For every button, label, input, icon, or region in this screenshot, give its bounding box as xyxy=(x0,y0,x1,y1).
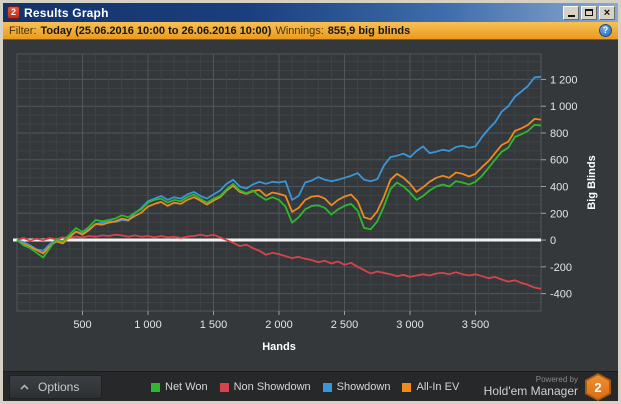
winnings-label: Winnings: xyxy=(275,24,324,37)
legend-swatch-icon xyxy=(402,382,412,392)
y-tick-label: -400 xyxy=(550,289,572,301)
legend-label: Net Won xyxy=(165,381,208,393)
x-axis-title: Hands xyxy=(262,341,296,353)
filter-bar: Filter: Today (25.06.2016 10:00 to 26.06… xyxy=(3,22,618,40)
series-net-won-line xyxy=(16,124,542,259)
x-tick-label: 2 500 xyxy=(331,319,359,331)
maximize-icon xyxy=(585,9,593,16)
winnings-value: 855,9 big blinds xyxy=(327,24,411,37)
powered-by-label: Powered by xyxy=(535,375,578,384)
x-tick-label: 2 000 xyxy=(265,319,293,331)
y-tick-label: -200 xyxy=(550,262,572,274)
legend-swatch-icon xyxy=(151,382,160,392)
filter-value: Today (25.06.2016 10:00 to 26.06.2016 10… xyxy=(40,24,272,37)
x-tick-label: 1 000 xyxy=(134,319,162,331)
series-all-in-ev-line xyxy=(16,118,542,255)
y-tick-label: 800 xyxy=(550,128,568,140)
y-axis-title: Big Blinds xyxy=(586,155,598,209)
y-tick-label: 200 xyxy=(550,208,568,220)
y-tick-label: 1 200 xyxy=(550,74,578,86)
app-icon: 2 xyxy=(7,6,20,19)
chart-legend: Net Won Non Showdown Showdown All-In EV xyxy=(151,372,459,401)
x-tick-label: 1 500 xyxy=(200,319,228,331)
brand-text: Powered by Hold'em Manager xyxy=(483,375,578,398)
brand-name: Hold'em Manager xyxy=(483,383,578,398)
legend-label: Non Showdown xyxy=(233,381,311,393)
legend-swatch-icon xyxy=(322,382,332,392)
results-graph-chart: -400 -200 0 200 400 600 800 1 000 1 200 500 1 000 1… xyxy=(3,40,618,371)
series-non-showdown-line xyxy=(16,233,542,290)
title-bar[interactable]: 2 Results Graph × xyxy=(3,3,618,22)
legend-item-showdown[interactable]: Showdown xyxy=(322,381,391,393)
chart-canvas: -400 -200 0 200 400 600 800 1 000 1 200 500 1 000 1… xyxy=(13,53,598,353)
legend-label: All-In EV xyxy=(416,381,460,393)
close-icon: × xyxy=(603,6,611,19)
y-tick-label: 0 xyxy=(550,235,556,247)
brand-block: Powered by Hold'em Manager 2 xyxy=(483,372,611,401)
window-controls: × xyxy=(563,5,615,20)
minimize-icon xyxy=(567,15,575,17)
hm2-logo-icon: 2 xyxy=(585,373,611,401)
legend-label: Showdown xyxy=(336,381,391,393)
legend-item-net-won[interactable]: Net Won xyxy=(151,381,208,393)
window-title: Results Graph xyxy=(24,5,109,20)
close-button[interactable]: × xyxy=(599,5,615,20)
options-label: Options xyxy=(38,380,80,394)
y-tick-label: 400 xyxy=(550,182,568,194)
hm2-logo-badge: 2 xyxy=(587,375,609,399)
x-tick-label: 3 000 xyxy=(396,319,424,331)
help-button[interactable]: ? xyxy=(599,24,612,37)
legend-swatch-icon xyxy=(219,382,229,392)
bottom-bar: Options Net Won Non Showdown Showdown All-I… xyxy=(3,371,618,401)
chevron-up-icon xyxy=(20,384,29,390)
y-tick-label: 1 000 xyxy=(550,101,578,113)
filter-label: Filter: xyxy=(9,24,37,37)
x-tick-label: 3 500 xyxy=(462,319,490,331)
legend-item-all-in-ev[interactable]: All-In EV xyxy=(402,381,459,393)
maximize-button[interactable] xyxy=(581,5,597,20)
series-showdown-line xyxy=(16,75,542,252)
legend-item-non-showdown[interactable]: Non Showdown xyxy=(219,381,311,393)
options-button[interactable]: Options xyxy=(9,375,102,399)
y-tick-label: 600 xyxy=(550,155,568,167)
x-tick-label: 500 xyxy=(73,319,91,331)
minimize-button[interactable] xyxy=(563,5,579,20)
